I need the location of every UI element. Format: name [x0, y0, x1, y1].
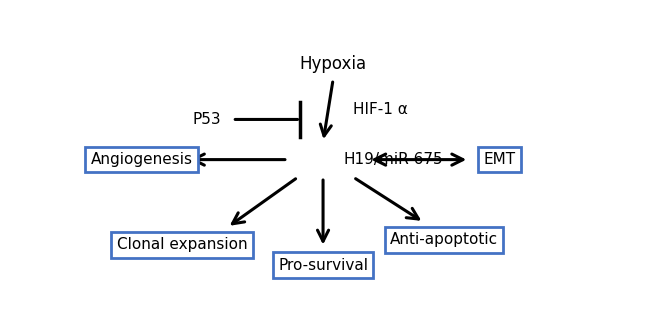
Text: Hypoxia: Hypoxia	[300, 55, 367, 73]
Text: Pro-survival: Pro-survival	[278, 258, 368, 273]
Text: P53: P53	[193, 112, 222, 127]
Text: H19/miR-675: H19/miR-675	[343, 152, 443, 167]
Text: HIF-1 α: HIF-1 α	[354, 102, 408, 117]
Text: EMT: EMT	[484, 152, 515, 167]
Text: Clonal expansion: Clonal expansion	[117, 237, 247, 252]
Text: Anti-apoptotic: Anti-apoptotic	[390, 232, 498, 247]
Text: Angiogenesis: Angiogenesis	[91, 152, 192, 167]
